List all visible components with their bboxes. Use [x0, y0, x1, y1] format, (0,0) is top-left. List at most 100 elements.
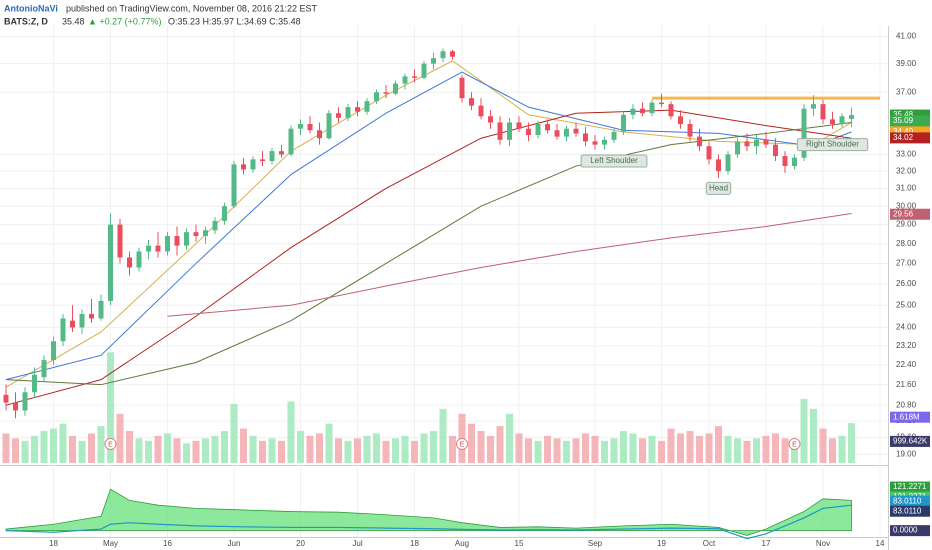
- price-tag: [890, 505, 930, 517]
- candle-body: [421, 63, 427, 78]
- volume-bar: [12, 438, 19, 463]
- volume-bar: [829, 438, 836, 463]
- volume-bar: [686, 431, 694, 463]
- candle-body: [678, 116, 683, 125]
- volume-bar: [800, 399, 808, 463]
- y-tick-label: 19.00: [896, 449, 917, 458]
- x-tick-label: 17: [762, 539, 771, 548]
- candle-body: [203, 230, 208, 236]
- candle-body: [393, 83, 398, 94]
- x-tick-label: 16: [163, 539, 172, 548]
- candle-body: [231, 164, 237, 207]
- candle-body: [260, 159, 265, 162]
- volume-bar: [838, 435, 846, 463]
- x-tick-label: Oct: [703, 539, 716, 548]
- annotation-box: [580, 154, 648, 168]
- candle-body: [782, 156, 788, 167]
- candle-body: [117, 224, 123, 258]
- earnings-label: E: [460, 441, 465, 448]
- candle-body: [849, 115, 854, 119]
- y-tick-label: 37.00: [896, 87, 917, 96]
- candle-body: [497, 122, 503, 140]
- volume-bar: [496, 426, 504, 463]
- volume-bar: [316, 433, 323, 463]
- volume-bar: [154, 435, 162, 463]
- candle-body: [431, 58, 436, 64]
- ohlc-readout: O:35.23 H:35.97 L:34.69 C:35.48: [168, 16, 301, 26]
- candle-body: [554, 130, 560, 137]
- candle-body: [79, 314, 85, 328]
- volume-bar: [78, 440, 86, 463]
- author[interactable]: AntonioNaVi: [4, 3, 58, 13]
- candle-body: [184, 232, 189, 246]
- volume-bar: [249, 435, 257, 463]
- candle-body: [735, 141, 740, 155]
- candle-body: [830, 119, 835, 125]
- y-tick-label: 26.00: [896, 279, 917, 288]
- annotation-box: [796, 138, 869, 152]
- price-tag: [890, 109, 930, 121]
- volume-bar: [582, 433, 589, 463]
- volume-bar: [724, 435, 732, 463]
- volume-bar: [848, 423, 855, 463]
- volume-bar: [591, 435, 599, 463]
- candle-body: [146, 245, 151, 252]
- earnings-label: E: [108, 441, 113, 448]
- x-tick-label: 18: [49, 539, 58, 548]
- x-tick-label: Nov: [816, 539, 830, 548]
- candle-body: [165, 235, 170, 252]
- candle-body: [744, 141, 750, 147]
- candle-body: [792, 157, 797, 167]
- price-tag-label: 121.2271: [893, 482, 927, 491]
- volume-bar: [221, 431, 228, 463]
- earnings-label: E: [792, 441, 797, 448]
- candle-body: [697, 136, 702, 147]
- candle-body: [89, 314, 94, 319]
- price-tag-label: 34.40: [893, 127, 914, 136]
- price-tag: [890, 481, 930, 493]
- volume-bar: [772, 433, 779, 463]
- x-tick-label: Jun: [228, 539, 241, 548]
- candle-body: [602, 139, 607, 145]
- y-tick-label: 24.00: [896, 323, 917, 332]
- candle-body: [355, 107, 360, 112]
- volume-bar: [211, 435, 219, 463]
- y-tick-label: 25.00: [896, 300, 917, 309]
- candle-body: [564, 128, 569, 137]
- volume-bar: [506, 413, 513, 463]
- candle-body: [621, 114, 626, 132]
- volume-bar: [639, 438, 646, 463]
- volume-bar: [69, 435, 76, 463]
- candle-body: [450, 51, 455, 57]
- volume-bar: [553, 438, 561, 463]
- volume-bar: [173, 438, 181, 463]
- y-tick-label: 29.00: [896, 220, 917, 229]
- candle-body: [801, 108, 807, 158]
- volume-bar: [525, 438, 532, 463]
- volume-bar: [439, 408, 447, 463]
- candle-body: [60, 318, 66, 342]
- volume-bar: [648, 435, 656, 463]
- moving-average: [167, 213, 852, 317]
- candle-body: [706, 146, 712, 160]
- price-tag-label: 29.56: [893, 209, 914, 218]
- annotation-text: Left Shoulder: [590, 156, 638, 165]
- volume-bar: [819, 428, 827, 463]
- volume-bar: [259, 440, 266, 463]
- volume-bar: [677, 433, 684, 463]
- volume-bar: [420, 433, 428, 463]
- volume-bar: [743, 440, 751, 463]
- volume-bar: [762, 435, 770, 463]
- volume-bar: [287, 401, 295, 463]
- candle-body: [507, 122, 512, 140]
- published: published on TradingView.com, November 0…: [66, 3, 317, 13]
- volume-bar: [411, 440, 418, 463]
- x-tick-label: 14: [876, 539, 885, 548]
- y-tick-label: 20.80: [896, 400, 917, 409]
- volume-bar: [145, 440, 152, 463]
- price-tag-label: 35.09: [893, 116, 914, 125]
- moving-average: [5, 60, 852, 388]
- price-tag: [890, 411, 930, 423]
- candle-body: [98, 300, 104, 319]
